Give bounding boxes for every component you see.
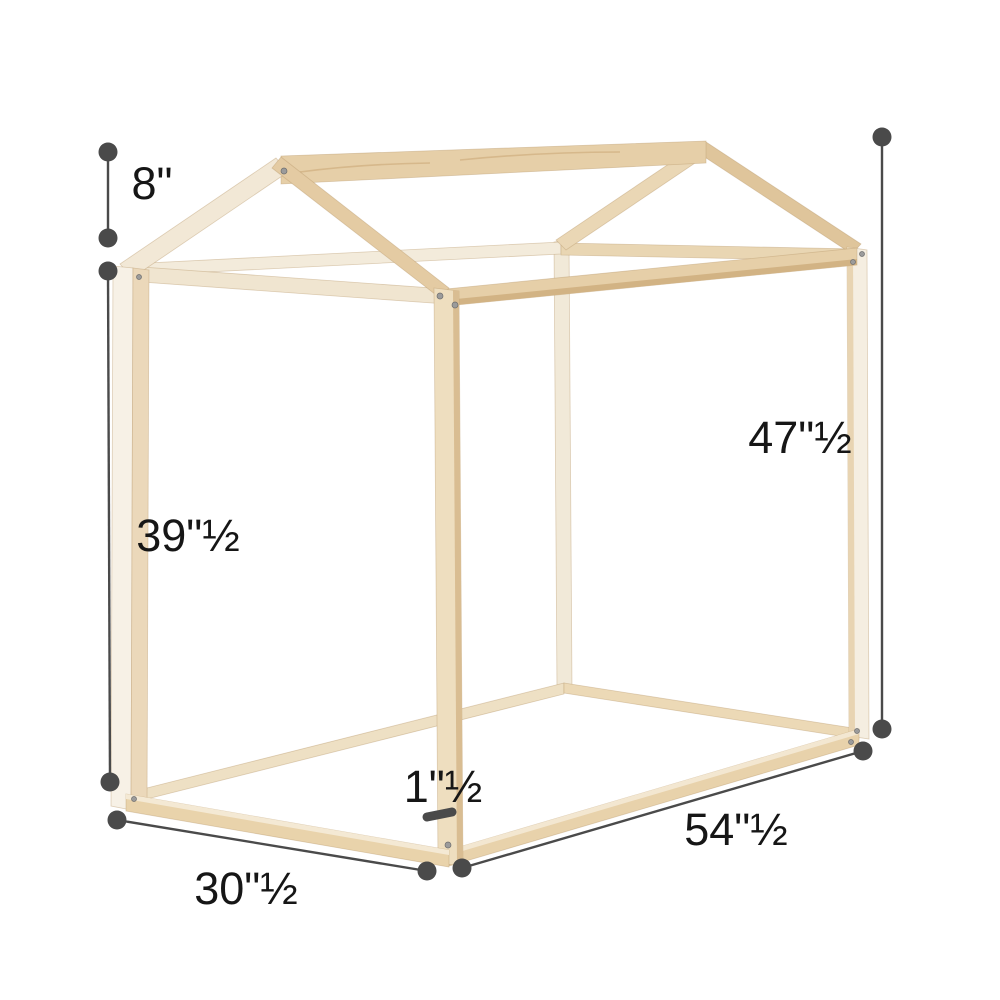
dimension-endpoint-dot [107,810,127,830]
dimension-annotations: 8" 39"½ 47"½ 1"½ 30"½ [98,127,892,914]
dimension-endpoint-dot [100,772,120,792]
dimension-label-length: 54"½ [684,804,788,855]
bottom-rail-back-right [563,682,860,740]
dimension-endpoint-dot [98,228,118,248]
dimension-line [116,818,428,873]
dimension-roof-height: 8" [98,142,173,248]
screw [850,259,856,265]
dimension-label-wall-height: 39"½ [136,510,240,561]
rafter-back-right [696,141,862,255]
dimension-length: 54"½ [452,741,873,878]
dimension-label-overall-height: 47"½ [748,412,852,463]
dimension-label-width: 30"½ [194,863,298,914]
post-front-middle-side [453,290,463,866]
dimension-endpoint-dot [98,142,118,162]
screw [451,301,459,309]
bed-frame [110,140,870,868]
ridge-wood-grain [299,151,621,173]
dimension-endpoint-dot [853,741,873,761]
dimension-line [106,270,112,783]
dimension-endpoint-dot [417,861,437,881]
bottom-rail-front-right-top [449,729,859,855]
dimension-frame-thickness: 1"½ [404,761,483,822]
screw [136,274,142,280]
screw [131,796,137,802]
dimension-width: 30"½ [107,810,437,914]
dimension-label-frame-thickness: 1"½ [404,761,483,812]
eave-front-right-shadow [446,259,857,306]
screw [854,728,860,734]
screw [436,292,444,300]
post-back-right-shade [847,247,855,737]
dimension-endpoint-dot [452,858,472,878]
post-front-left [110,265,134,811]
dimension-endpoint-dot [98,261,118,281]
dimension-endpoint-dot [872,127,892,147]
eave-front-left [127,265,447,305]
bottom-rail-front-left-top [126,794,449,855]
post-back [553,239,573,692]
dimension-overall-height: 47"½ [748,127,892,739]
screw [280,167,288,175]
dimension-thickness-mark [422,807,457,822]
dimension-label-roof-height: 8" [131,158,172,209]
screw [859,251,865,257]
screw [444,841,452,849]
ridge-beam [280,140,707,185]
bottom-rail-back-left [126,682,565,805]
screw [848,739,854,745]
dimension-endpoint-dot [872,719,892,739]
dimension-line [461,749,864,870]
dimension-wall-height: 39"½ [98,261,240,792]
